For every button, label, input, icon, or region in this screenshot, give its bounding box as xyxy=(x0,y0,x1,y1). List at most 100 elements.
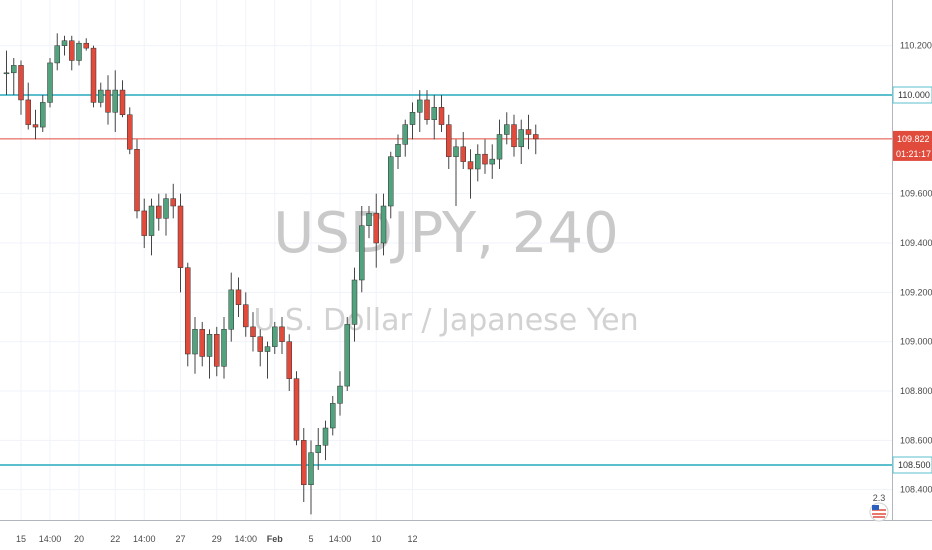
candle-body xyxy=(475,153,481,170)
candle xyxy=(61,35,68,56)
price-tick-label: 109.400 xyxy=(900,238,932,248)
candle-body xyxy=(330,403,336,429)
time-axis-ticks[interactable]: 15 14:00 20 22 14:00 27 29 14:00 Feb 5 14:00 10 12 xyxy=(16,534,418,544)
tv-badge[interactable]: 2.3 xyxy=(869,493,889,522)
candle xyxy=(112,70,118,133)
candle-body xyxy=(322,427,329,446)
candle-body xyxy=(264,346,271,352)
candle xyxy=(98,82,104,108)
candles xyxy=(3,33,539,515)
price-tick-label: 110.400 xyxy=(900,0,932,1)
candle xyxy=(453,139,459,207)
candle xyxy=(141,198,147,248)
candle xyxy=(359,206,365,293)
last-price-label: 109.822 xyxy=(897,134,930,144)
candle xyxy=(40,95,46,133)
candle xyxy=(214,326,220,377)
candle-body xyxy=(504,124,510,135)
time-tick-label: 10 xyxy=(371,534,381,544)
time-tick-label: 14:00 xyxy=(133,534,156,544)
candle xyxy=(351,267,358,342)
candle xyxy=(134,139,140,219)
candle-body xyxy=(105,89,111,113)
candle xyxy=(206,329,213,379)
candle xyxy=(3,50,10,95)
candle-body xyxy=(467,161,474,170)
candle-body xyxy=(148,205,155,236)
candle-body xyxy=(11,65,17,74)
candle-body xyxy=(533,134,539,140)
candle-body xyxy=(54,45,60,64)
price-tick-label: 108.400 xyxy=(900,485,932,495)
candle xyxy=(373,193,379,268)
candle-body xyxy=(127,114,133,150)
candle xyxy=(250,312,256,352)
candle xyxy=(11,57,17,95)
candle xyxy=(438,95,445,133)
candle-body xyxy=(409,112,416,125)
candle-body xyxy=(453,146,459,157)
candle-body xyxy=(69,40,75,61)
candle-body xyxy=(83,42,89,49)
candle xyxy=(32,109,39,140)
candle xyxy=(119,80,126,118)
candle-body xyxy=(279,326,285,342)
time-tick-label: 5 xyxy=(308,534,313,544)
badge-flag-canton xyxy=(872,505,879,510)
candle-body xyxy=(163,198,169,219)
candle-body xyxy=(402,124,408,145)
candle xyxy=(322,420,329,461)
candle xyxy=(192,317,198,374)
candle xyxy=(83,38,89,51)
candle-body xyxy=(18,65,24,101)
candle xyxy=(330,395,336,436)
horizontal-line-label: 110.000 xyxy=(898,90,930,100)
price-axis-ticks[interactable]: 110.400 110.200 109.600 109.400 109.200 109.0… xyxy=(900,0,932,495)
time-tick-label: 22 xyxy=(110,534,120,544)
candle xyxy=(475,144,481,182)
candle-body xyxy=(243,304,249,328)
candle-body xyxy=(156,205,162,219)
candle xyxy=(264,341,271,379)
time-tick-label: 15 xyxy=(16,534,26,544)
price-labels: 110.000 108.500 109.822 01:21:17 xyxy=(892,86,932,474)
candle xyxy=(446,114,452,170)
candle-body xyxy=(482,153,488,165)
candle-body xyxy=(32,124,39,128)
candle xyxy=(148,198,155,256)
time-tick-label: 12 xyxy=(407,534,417,544)
candle-body xyxy=(395,144,401,157)
candle-body xyxy=(315,445,321,453)
candle xyxy=(504,112,510,145)
candle xyxy=(279,317,285,355)
candle xyxy=(467,149,474,199)
candle-body xyxy=(388,156,394,207)
candle xyxy=(235,277,242,318)
candle-body xyxy=(344,324,350,387)
candle xyxy=(286,334,292,392)
time-tick-label: 27 xyxy=(175,534,185,544)
candle-body xyxy=(489,158,495,165)
candle xyxy=(76,40,82,66)
candle-body xyxy=(3,72,10,75)
candle xyxy=(243,292,249,337)
candle-body xyxy=(460,146,466,162)
candle-body xyxy=(119,89,126,115)
candle xyxy=(482,139,488,174)
horizontal-line-label-box xyxy=(892,456,932,474)
candle xyxy=(127,107,133,155)
candle xyxy=(518,119,524,165)
candle-body xyxy=(221,329,227,367)
candle-body xyxy=(496,134,503,160)
time-tick-label: Feb xyxy=(267,534,284,544)
candle xyxy=(395,134,401,170)
candle xyxy=(69,35,75,71)
candle-body xyxy=(76,42,82,61)
candle xyxy=(54,33,60,71)
watermark-description: U.S. Dollar / Japanese Yen xyxy=(253,303,638,338)
candle-body xyxy=(199,329,205,357)
candle xyxy=(533,124,539,155)
horizontal-line-label-box xyxy=(892,86,932,104)
candle xyxy=(424,90,430,125)
